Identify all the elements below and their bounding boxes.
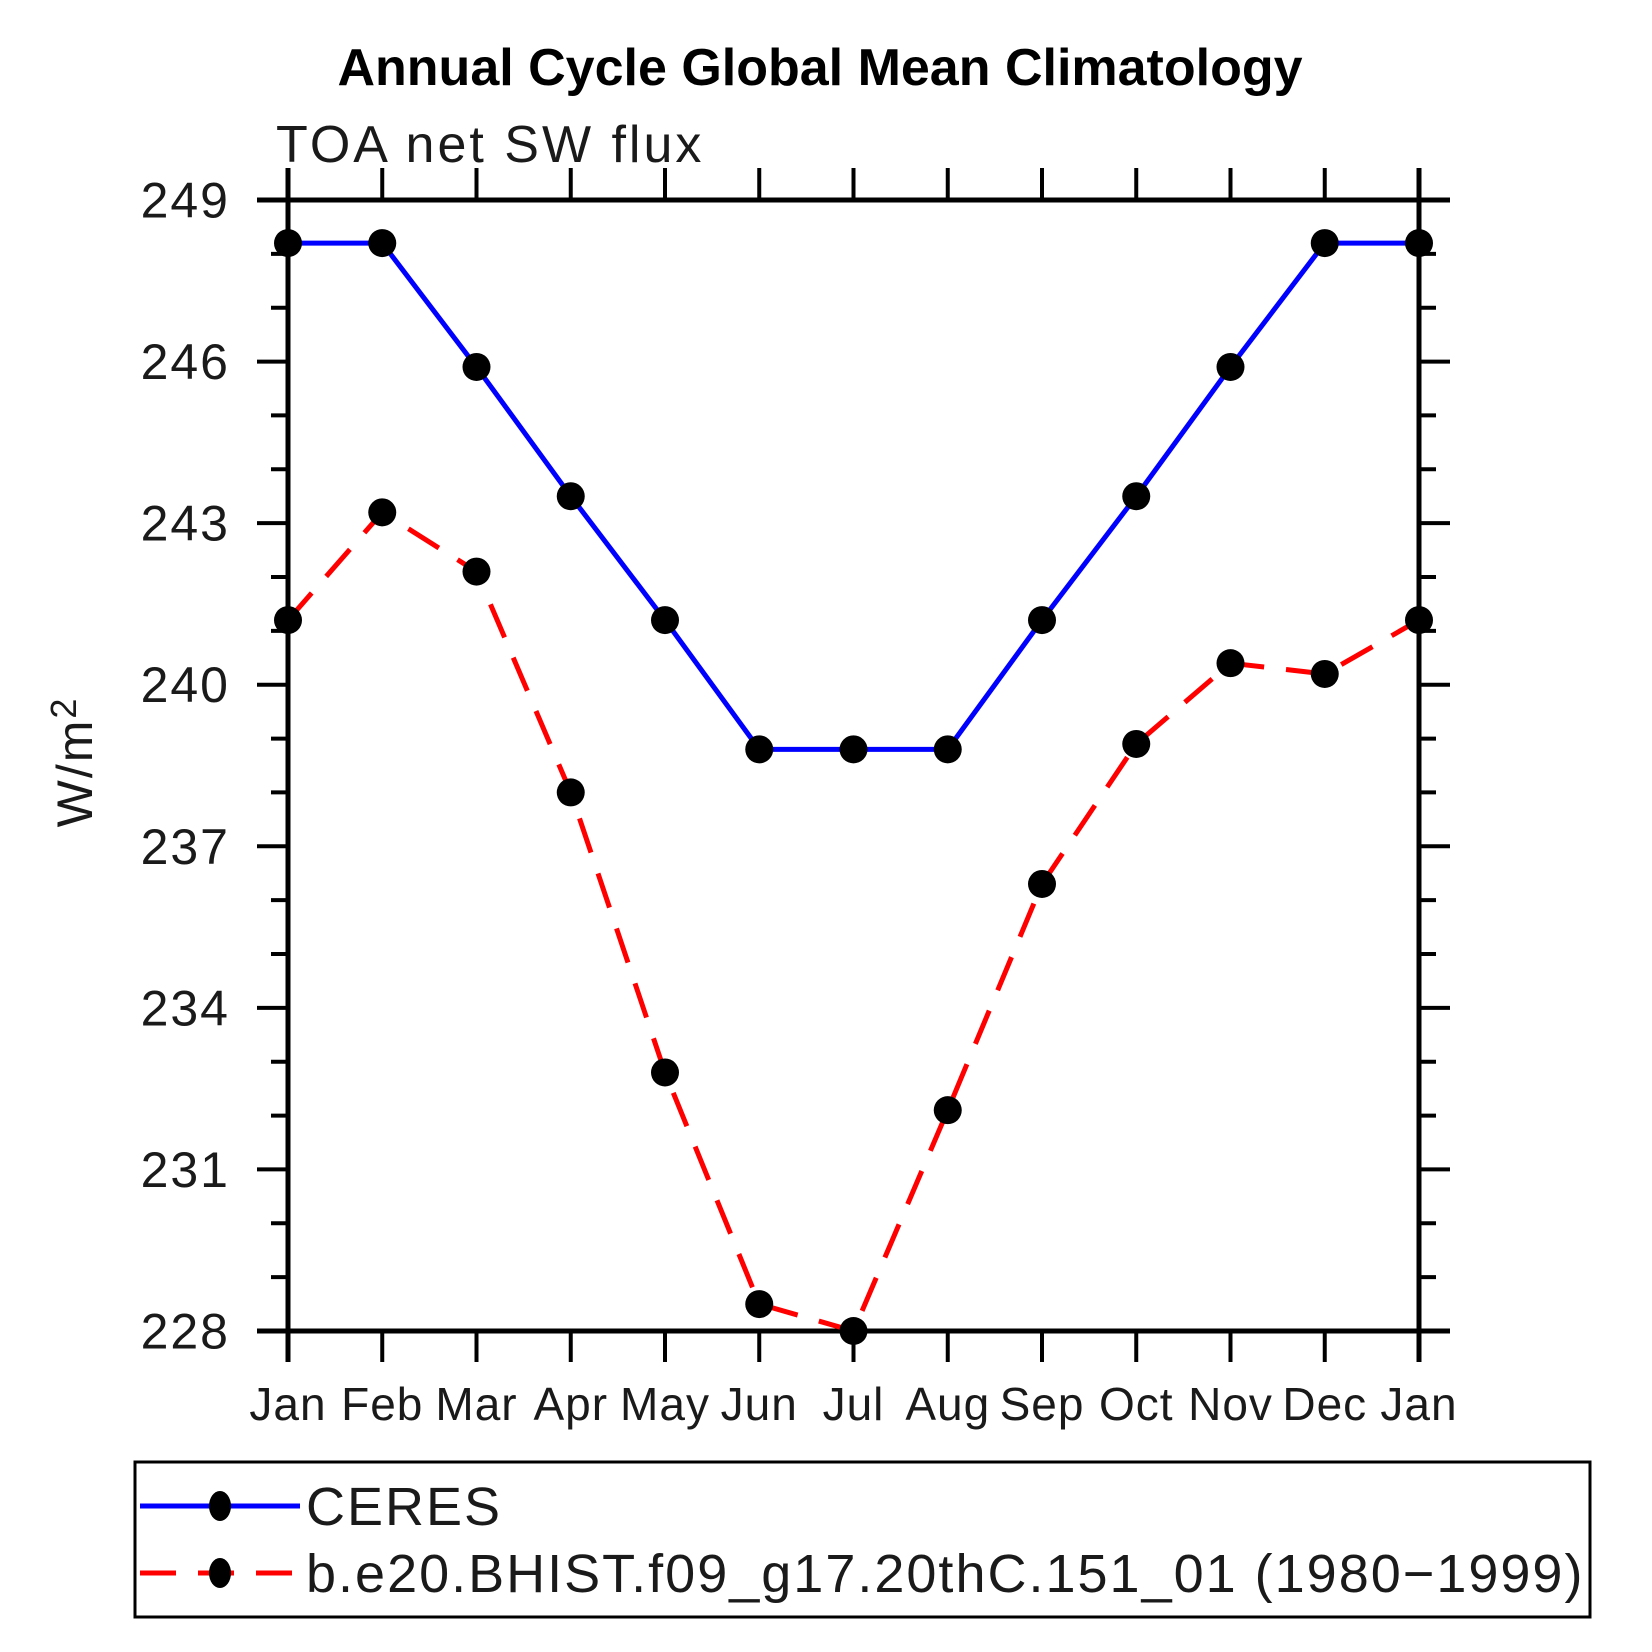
x-tick-label: Feb xyxy=(341,1378,423,1430)
x-tick-label: Oct xyxy=(1099,1378,1174,1430)
data-point-model-sep-8 xyxy=(1028,869,1056,898)
data-point-model-jul-6 xyxy=(839,1317,868,1345)
data-point-ceres-apr-3 xyxy=(556,482,585,511)
data-point-model-dec-11 xyxy=(1310,659,1339,688)
legend-box: CERES b.e20.BHIST.f09_g17.20thC.151_01 (… xyxy=(133,1460,1592,1619)
data-point-ceres-jul-6 xyxy=(839,735,868,764)
legend-label-model: b.e20.BHIST.f09_g17.20thC.151_01 (1980−1… xyxy=(306,1544,1584,1604)
y-tick-label: 246 xyxy=(141,334,230,390)
y-axis-label: W/m2 xyxy=(43,697,103,828)
y-tick-label: 234 xyxy=(141,980,230,1036)
x-tick-label: Jan xyxy=(1380,1378,1457,1430)
data-point-ceres-mar-2 xyxy=(462,352,491,381)
data-point-model-aug-7 xyxy=(933,1096,962,1125)
data-point-ceres-jan-12 xyxy=(1405,229,1433,258)
data-point-model-oct-9 xyxy=(1122,729,1151,758)
y-tick-label: 249 xyxy=(141,173,230,229)
x-tick-label: Aug xyxy=(905,1378,990,1430)
x-tick-label: Jun xyxy=(721,1378,798,1430)
data-point-ceres-aug-7 xyxy=(933,735,962,764)
axes: Jan Feb Mar Apr May Jun Jul Aug Sep Oct Nov Dec Jan2… xyxy=(141,168,1457,1430)
x-tick-label: Dec xyxy=(1282,1378,1367,1430)
x-tick-label: Nov xyxy=(1188,1378,1273,1430)
y-tick-label: 228 xyxy=(141,1304,230,1360)
x-tick-label: Jan xyxy=(249,1378,326,1430)
data-point-model-jan-12 xyxy=(1405,606,1433,635)
x-tick-label: Mar xyxy=(435,1378,517,1430)
x-tick-label: Apr xyxy=(533,1378,608,1430)
series-line-model xyxy=(286,509,1421,1335)
x-tick-label: Jul xyxy=(823,1378,885,1430)
chart-subtitle: TOA net SW flux xyxy=(276,116,704,174)
series-line-ceres xyxy=(288,240,1419,752)
data-point-ceres-jan-0 xyxy=(274,229,302,258)
y-tick-label: 240 xyxy=(141,657,230,713)
data-point-model-mar-2 xyxy=(462,557,491,586)
data-point-ceres-jun-5 xyxy=(745,735,774,764)
legend-marker-ceres xyxy=(209,1491,231,1521)
data-point-ceres-nov-10 xyxy=(1216,352,1245,381)
chart-title: Annual Cycle Global Mean Climatology xyxy=(337,39,1302,97)
data-point-ceres-dec-11 xyxy=(1310,229,1339,258)
y-tick-label: 231 xyxy=(141,1142,230,1198)
data-point-ceres-may-4 xyxy=(651,606,679,635)
y-axis-label-exponent: 2 xyxy=(43,697,84,719)
data-point-model-jun-5 xyxy=(745,1290,774,1319)
legend-border xyxy=(133,1460,1592,1619)
legend-marker-model xyxy=(209,1558,231,1588)
data-point-ceres-oct-9 xyxy=(1122,482,1151,511)
data-point-ceres-feb-1 xyxy=(368,229,397,258)
data-point-model-may-4 xyxy=(651,1058,679,1087)
x-tick-label: May xyxy=(620,1378,710,1430)
data-point-model-jan-0 xyxy=(274,606,302,635)
y-tick-label: 243 xyxy=(141,496,230,552)
data-point-model-feb-1 xyxy=(368,498,397,527)
legend-label-ceres: CERES xyxy=(306,1477,502,1537)
y-axis-label-base: W/m xyxy=(47,719,103,828)
x-tick-label: Sep xyxy=(1000,1378,1085,1430)
data-point-ceres-sep-8 xyxy=(1028,606,1056,635)
legend-entry-ceres: CERES xyxy=(140,1477,502,1537)
data-point-model-apr-3 xyxy=(556,778,585,807)
y-tick-label: 237 xyxy=(141,819,230,875)
legend-entry-model: b.e20.BHIST.f09_g17.20thC.151_01 (1980−1… xyxy=(140,1544,1584,1604)
series xyxy=(274,229,1433,1345)
data-point-model-nov-10 xyxy=(1216,649,1245,678)
